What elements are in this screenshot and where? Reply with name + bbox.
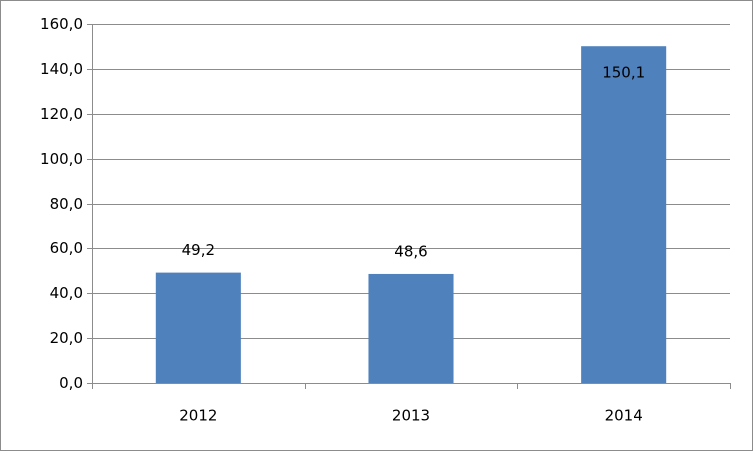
data-label: 49,2 (182, 241, 215, 259)
y-tick-label: 60,0 (50, 239, 83, 257)
bar (581, 46, 667, 383)
y-tick-label: 40,0 (50, 284, 83, 302)
data-label: 48,6 (394, 242, 427, 260)
bar (368, 273, 454, 383)
y-tick-label: 160,0 (40, 15, 83, 33)
x-tick-label: 2012 (179, 407, 217, 425)
y-tick-label: 0,0 (59, 374, 83, 392)
data-label: 150,1 (602, 64, 645, 82)
bar (155, 272, 241, 383)
y-tick-label: 20,0 (50, 329, 83, 347)
x-tick-label: 2014 (605, 407, 643, 425)
y-tick-label: 80,0 (50, 195, 83, 213)
y-tick-label: 120,0 (40, 105, 83, 123)
y-tick-label: 140,0 (40, 60, 83, 78)
x-tick-label: 2013 (392, 407, 430, 425)
y-tick-label: 100,0 (40, 150, 83, 168)
